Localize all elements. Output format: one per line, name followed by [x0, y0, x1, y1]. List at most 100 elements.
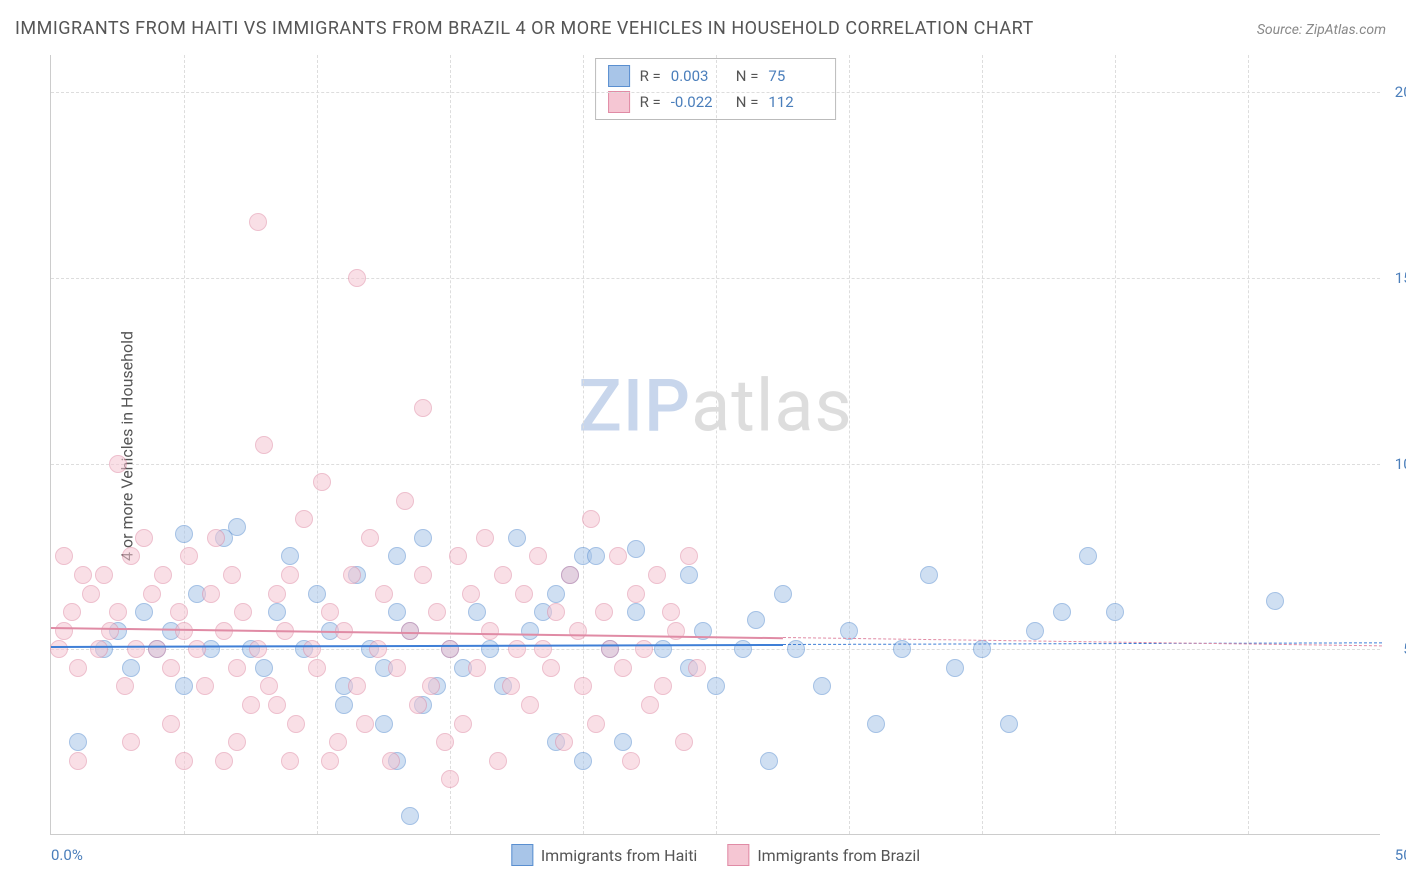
scatter-point	[287, 715, 305, 733]
x-tick-max: 50.0%	[1395, 846, 1406, 864]
scatter-point	[1266, 592, 1284, 610]
scatter-point	[707, 677, 725, 695]
scatter-point	[162, 659, 180, 677]
scatter-point	[627, 603, 645, 621]
scatter-point	[255, 436, 273, 454]
scatter-point	[321, 752, 339, 770]
scatter-point	[388, 659, 406, 677]
scatter-point	[260, 677, 278, 695]
scatter-point	[175, 525, 193, 543]
scatter-point	[468, 659, 486, 677]
scatter-point	[409, 696, 427, 714]
legend-swatch	[511, 844, 533, 866]
scatter-point	[63, 603, 81, 621]
scatter-point	[135, 603, 153, 621]
scatter-point	[135, 529, 153, 547]
scatter-point	[74, 566, 92, 584]
legend-swatch	[727, 844, 749, 866]
scatter-point	[1106, 603, 1124, 621]
scatter-point	[494, 566, 512, 584]
scatter-point	[143, 585, 161, 603]
scatter-point	[69, 752, 87, 770]
scatter-point	[422, 677, 440, 695]
scatter-point	[441, 770, 459, 788]
y-tick-label: 10.0%	[1395, 455, 1406, 473]
plot-area: ZIPatlas R =0.003N =75R =-0.022N =112 Im…	[50, 55, 1380, 835]
scatter-point	[321, 603, 339, 621]
scatter-point	[303, 640, 321, 658]
scatter-point	[268, 603, 286, 621]
scatter-point	[122, 659, 140, 677]
gridline-v	[982, 55, 983, 834]
legend-series-item: Immigrants from Brazil	[727, 844, 920, 866]
scatter-point	[223, 566, 241, 584]
scatter-point	[281, 547, 299, 565]
scatter-point	[542, 659, 560, 677]
scatter-point	[401, 807, 419, 825]
scatter-point	[436, 733, 454, 751]
scatter-point	[122, 733, 140, 751]
scatter-point	[867, 715, 885, 733]
scatter-point	[587, 547, 605, 565]
legend-r-value: -0.022	[671, 93, 726, 111]
scatter-point	[234, 603, 252, 621]
scatter-point	[228, 659, 246, 677]
scatter-point	[101, 622, 119, 640]
scatter-point	[95, 566, 113, 584]
scatter-point	[116, 677, 134, 695]
scatter-point	[574, 752, 592, 770]
scatter-point	[308, 659, 326, 677]
scatter-point	[428, 603, 446, 621]
scatter-point	[343, 566, 361, 584]
scatter-point	[180, 547, 198, 565]
scatter-point	[228, 733, 246, 751]
scatter-point	[946, 659, 964, 677]
scatter-point	[662, 603, 680, 621]
scatter-point	[414, 529, 432, 547]
scatter-point	[582, 510, 600, 528]
scatter-point	[547, 585, 565, 603]
scatter-point	[281, 566, 299, 584]
scatter-point	[215, 752, 233, 770]
scatter-point	[162, 715, 180, 733]
x-tick-min: 0.0%	[51, 846, 83, 864]
scatter-point	[813, 677, 831, 695]
gridline-v	[450, 55, 451, 834]
scatter-point	[196, 677, 214, 695]
legend-swatch	[608, 65, 630, 87]
gridline-v	[849, 55, 850, 834]
gridline-v	[716, 55, 717, 834]
scatter-point	[242, 696, 260, 714]
scatter-point	[388, 603, 406, 621]
scatter-point	[648, 566, 666, 584]
scatter-point	[69, 659, 87, 677]
source-attribution: Source: ZipAtlas.com	[1257, 22, 1386, 38]
scatter-point	[688, 659, 706, 677]
legend-n-label: N =	[736, 67, 759, 85]
scatter-point	[734, 640, 752, 658]
scatter-point	[502, 677, 520, 695]
scatter-point	[1079, 547, 1097, 565]
scatter-point	[476, 529, 494, 547]
y-tick-label: 20.0%	[1395, 83, 1406, 101]
scatter-point	[529, 547, 547, 565]
scatter-point	[268, 696, 286, 714]
legend-n-label: N =	[736, 93, 759, 111]
scatter-point	[680, 566, 698, 584]
scatter-point	[521, 622, 539, 640]
scatter-point	[622, 752, 640, 770]
scatter-point	[601, 640, 619, 658]
scatter-point	[574, 677, 592, 695]
scatter-point	[356, 715, 374, 733]
scatter-point	[641, 696, 659, 714]
scatter-point	[109, 455, 127, 473]
scatter-point	[587, 715, 605, 733]
correlation-chart: IMMIGRANTS FROM HAITI VS IMMIGRANTS FROM…	[0, 0, 1406, 892]
scatter-point	[481, 640, 499, 658]
scatter-point	[1000, 715, 1018, 733]
legend-series-name: Immigrants from Brazil	[757, 846, 920, 865]
scatter-point	[109, 603, 127, 621]
scatter-point	[555, 733, 573, 751]
scatter-point	[268, 585, 286, 603]
legend-swatch	[608, 91, 630, 113]
